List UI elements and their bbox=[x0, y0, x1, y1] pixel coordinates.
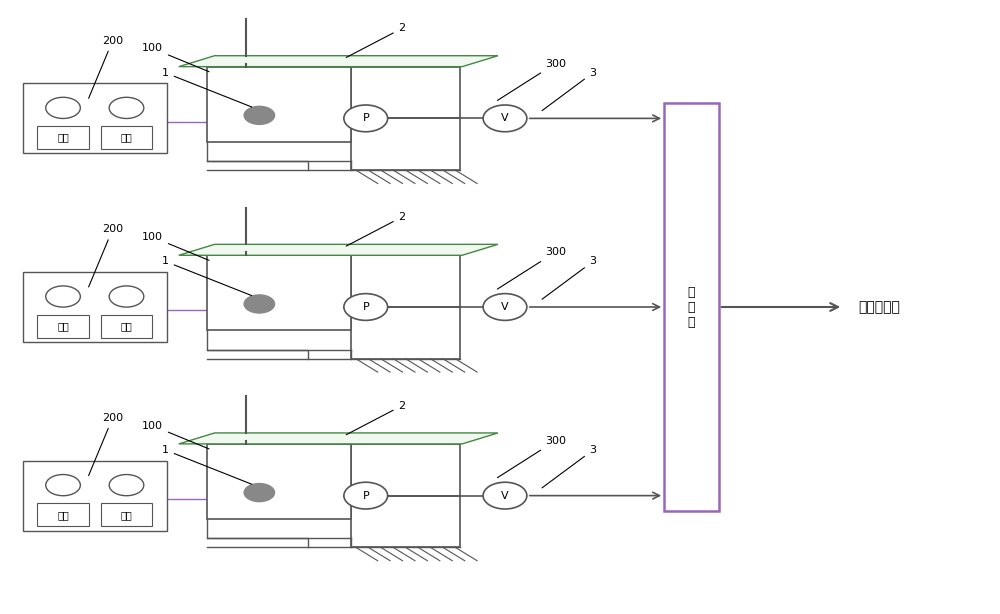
Text: 200: 200 bbox=[89, 413, 123, 476]
Text: 自动: 自动 bbox=[121, 510, 132, 520]
Text: 手动: 手动 bbox=[57, 510, 69, 520]
Text: V: V bbox=[501, 114, 509, 123]
Circle shape bbox=[483, 105, 527, 132]
Text: 100: 100 bbox=[142, 421, 209, 449]
Text: 自动: 自动 bbox=[121, 133, 132, 142]
Text: 1: 1 bbox=[162, 257, 252, 295]
Bar bbox=[37, 503, 89, 526]
Circle shape bbox=[109, 475, 144, 495]
Bar bbox=[23, 272, 167, 342]
Text: P: P bbox=[362, 114, 369, 123]
Text: 1: 1 bbox=[162, 68, 252, 107]
Text: 手动: 手动 bbox=[57, 133, 69, 142]
Circle shape bbox=[483, 293, 527, 321]
Text: 2: 2 bbox=[346, 400, 406, 435]
Bar bbox=[23, 84, 167, 154]
Text: 自动: 自动 bbox=[121, 321, 132, 331]
Text: 300: 300 bbox=[497, 247, 566, 289]
Polygon shape bbox=[179, 56, 498, 67]
Circle shape bbox=[344, 482, 388, 509]
Text: P: P bbox=[362, 491, 369, 500]
Bar bbox=[351, 67, 460, 170]
Polygon shape bbox=[179, 244, 498, 255]
Text: 3: 3 bbox=[542, 445, 596, 488]
Text: V: V bbox=[501, 491, 509, 500]
Circle shape bbox=[243, 483, 275, 502]
Circle shape bbox=[109, 97, 144, 119]
Circle shape bbox=[344, 293, 388, 321]
Bar bbox=[37, 126, 89, 149]
Bar bbox=[101, 503, 152, 526]
Bar bbox=[207, 444, 351, 519]
Text: 2: 2 bbox=[346, 23, 406, 58]
Bar bbox=[351, 255, 460, 359]
Bar bbox=[207, 255, 351, 330]
Text: 2: 2 bbox=[346, 212, 406, 246]
Text: 200: 200 bbox=[89, 36, 123, 98]
Circle shape bbox=[46, 286, 80, 307]
Text: 200: 200 bbox=[89, 225, 123, 287]
Bar bbox=[664, 103, 719, 511]
Bar bbox=[101, 126, 152, 149]
Text: 300: 300 bbox=[497, 59, 566, 101]
Circle shape bbox=[243, 106, 275, 125]
Text: 1: 1 bbox=[162, 445, 252, 484]
Circle shape bbox=[483, 482, 527, 509]
Text: P: P bbox=[362, 302, 369, 312]
Text: 3: 3 bbox=[542, 257, 596, 299]
Text: 100: 100 bbox=[142, 44, 209, 72]
Circle shape bbox=[243, 294, 275, 314]
Bar bbox=[23, 460, 167, 530]
Circle shape bbox=[46, 97, 80, 119]
Text: 3: 3 bbox=[542, 68, 596, 111]
Text: 手动: 手动 bbox=[57, 321, 69, 331]
Circle shape bbox=[46, 475, 80, 495]
Circle shape bbox=[109, 286, 144, 307]
Bar bbox=[351, 444, 460, 547]
Text: V: V bbox=[501, 302, 509, 312]
Text: 300: 300 bbox=[497, 436, 566, 478]
Bar bbox=[37, 315, 89, 338]
Polygon shape bbox=[179, 433, 498, 444]
Circle shape bbox=[344, 105, 388, 132]
Bar bbox=[207, 67, 351, 142]
Bar bbox=[101, 315, 152, 338]
Text: 安全厂房外: 安全厂房外 bbox=[858, 300, 900, 314]
Text: 总
管
线: 总 管 线 bbox=[688, 286, 695, 328]
Text: 100: 100 bbox=[142, 232, 209, 260]
